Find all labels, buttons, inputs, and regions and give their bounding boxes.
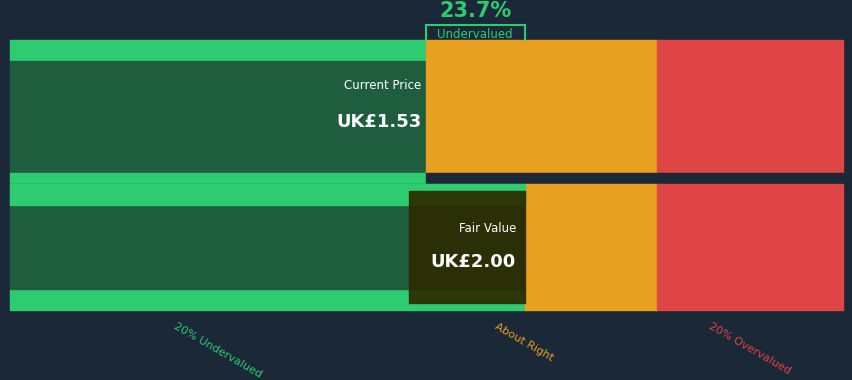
- Bar: [10, 289, 524, 310]
- Text: 23.7%: 23.7%: [439, 1, 510, 21]
- Bar: [425, 173, 842, 184]
- Bar: [656, 184, 842, 310]
- Text: UK£1.53: UK£1.53: [336, 112, 421, 131]
- Bar: [425, 40, 656, 173]
- Text: UK£2.00: UK£2.00: [430, 253, 515, 271]
- Bar: [10, 173, 425, 184]
- Bar: [656, 40, 842, 173]
- Bar: [409, 191, 524, 303]
- Text: 20% Overvalued: 20% Overvalued: [706, 321, 792, 376]
- Bar: [10, 40, 425, 61]
- Text: Undervalued: Undervalued: [437, 28, 512, 41]
- Bar: [10, 184, 524, 205]
- Text: Fair Value: Fair Value: [458, 222, 515, 234]
- Bar: [10, 184, 524, 289]
- Text: 20% Undervalued: 20% Undervalued: [172, 321, 263, 380]
- Bar: [524, 184, 656, 310]
- Text: Current Price: Current Price: [343, 79, 421, 92]
- Text: About Right: About Right: [492, 321, 555, 363]
- Bar: [10, 61, 425, 173]
